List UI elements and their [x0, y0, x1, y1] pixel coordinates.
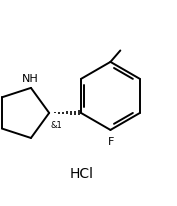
Text: F: F: [108, 136, 115, 146]
Text: NH: NH: [21, 74, 38, 84]
Text: HCl: HCl: [70, 166, 94, 180]
Text: &1: &1: [51, 120, 63, 129]
